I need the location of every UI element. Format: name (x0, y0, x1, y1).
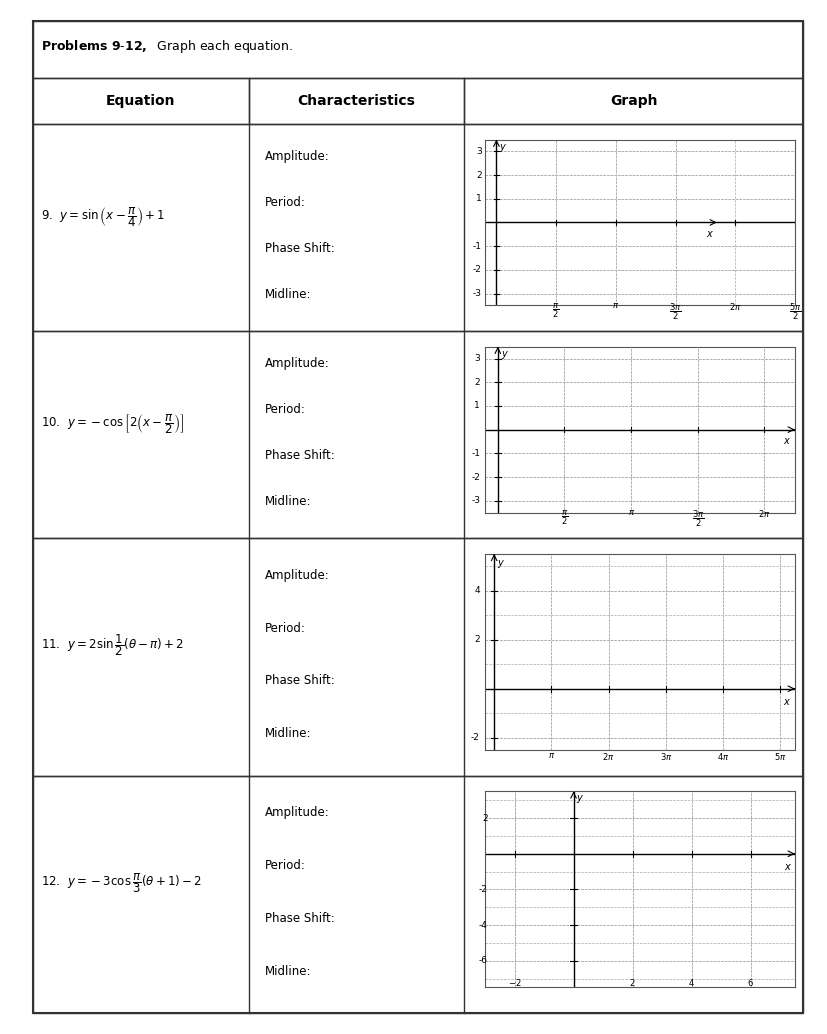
Text: y: y (576, 793, 581, 803)
Text: $4$: $4$ (687, 977, 694, 989)
Text: -6: -6 (478, 956, 487, 965)
Text: x: x (705, 230, 711, 239)
Text: 3: 3 (474, 354, 480, 363)
Text: x: x (782, 436, 788, 447)
Text: x: x (782, 697, 788, 706)
Text: 2: 2 (476, 171, 481, 180)
Text: 2: 2 (474, 377, 480, 387)
Text: 12.  $y = -3\cos\dfrac{\pi}{3}(\theta + 1) - 2$: 12. $y = -3\cos\dfrac{\pi}{3}(\theta + 1… (41, 871, 203, 894)
Text: $\pi$: $\pi$ (547, 751, 554, 760)
Text: $\dfrac{\pi}{2}$: $\dfrac{\pi}{2}$ (552, 301, 559, 320)
Text: $3\pi$: $3\pi$ (659, 751, 672, 762)
Text: -3: -3 (471, 496, 480, 506)
Text: $\dfrac{\pi}{2}$: $\dfrac{\pi}{2}$ (560, 509, 567, 527)
Text: Midline:: Midline: (265, 727, 312, 740)
Text: 1: 1 (476, 194, 481, 204)
Text: Midline:: Midline: (265, 495, 312, 508)
Text: -2: -2 (471, 733, 479, 742)
Text: Phase Shift:: Phase Shift: (265, 242, 335, 254)
Text: 10.  $y = -\cos\left[2\left(x - \dfrac{\pi}{2}\right)\right]$: 10. $y = -\cos\left[2\left(x - \dfrac{\p… (41, 413, 184, 436)
Text: $2\pi$: $2\pi$ (728, 301, 740, 312)
Text: 11.  $y = 2\sin\dfrac{1}{2}(\theta - \pi) + 2$: 11. $y = 2\sin\dfrac{1}{2}(\theta - \pi)… (41, 633, 184, 658)
Text: 2: 2 (474, 635, 479, 644)
Text: Period:: Period: (265, 621, 306, 635)
Text: Phase Shift:: Phase Shift: (265, 912, 335, 924)
Text: x: x (784, 861, 790, 872)
Text: $5\pi$: $5\pi$ (773, 751, 786, 762)
Text: Amplitude:: Amplitude: (265, 357, 330, 370)
Text: Amplitude:: Amplitude: (265, 569, 330, 582)
Text: Equation: Equation (106, 94, 175, 108)
Text: $\dfrac{5\pi}{2}$: $\dfrac{5\pi}{2}$ (787, 301, 801, 322)
Text: $\dfrac{3\pi}{2}$: $\dfrac{3\pi}{2}$ (668, 301, 681, 322)
Text: -1: -1 (472, 242, 481, 250)
Text: Characteristics: Characteristics (297, 94, 415, 108)
Text: Period:: Period: (265, 403, 306, 416)
Text: 4: 4 (474, 586, 479, 596)
Text: $\dfrac{3\pi}{2}$: $\dfrac{3\pi}{2}$ (691, 509, 703, 529)
Text: $6$: $6$ (746, 977, 753, 989)
Text: Period:: Period: (265, 195, 306, 209)
Text: Period:: Period: (265, 859, 306, 872)
Text: y: y (498, 142, 504, 152)
Text: Amplitude:: Amplitude: (265, 150, 330, 162)
Text: $2\pi$: $2\pi$ (602, 751, 614, 762)
Text: $2$: $2$ (629, 977, 635, 989)
Text: y: y (497, 558, 502, 568)
Text: $\mathbf{Problems\ 9\text{-}12,}$  Graph each equation.: $\mathbf{Problems\ 9\text{-}12,}$ Graph … (41, 38, 293, 55)
Text: $2\pi$: $2\pi$ (758, 509, 770, 519)
Text: -1: -1 (471, 449, 480, 458)
Text: -2: -2 (471, 473, 480, 482)
Text: Midline:: Midline: (265, 965, 312, 977)
Text: $4\pi$: $4\pi$ (716, 751, 729, 762)
Text: Phase Shift:: Phase Shift: (265, 674, 335, 688)
Text: 2: 2 (481, 814, 487, 823)
Text: Amplitude:: Amplitude: (265, 807, 330, 819)
Text: $\pi$: $\pi$ (611, 301, 619, 310)
Text: 3: 3 (476, 147, 481, 156)
Text: 1: 1 (474, 401, 480, 410)
Text: Midline:: Midline: (265, 287, 312, 301)
Text: -2: -2 (472, 266, 481, 274)
Text: $\pi$: $\pi$ (627, 509, 634, 517)
Text: $-2$: $-2$ (507, 977, 521, 989)
Text: Graph: Graph (609, 94, 657, 108)
Text: -2: -2 (478, 885, 487, 894)
Text: 9.  $y = \sin\left(x - \dfrac{\pi}{4}\right) + 1$: 9. $y = \sin\left(x - \dfrac{\pi}{4}\rig… (41, 206, 165, 230)
Text: Phase Shift:: Phase Shift: (265, 449, 335, 462)
Text: y: y (500, 349, 506, 359)
Text: -3: -3 (472, 290, 481, 298)
Text: -4: -4 (478, 920, 487, 930)
